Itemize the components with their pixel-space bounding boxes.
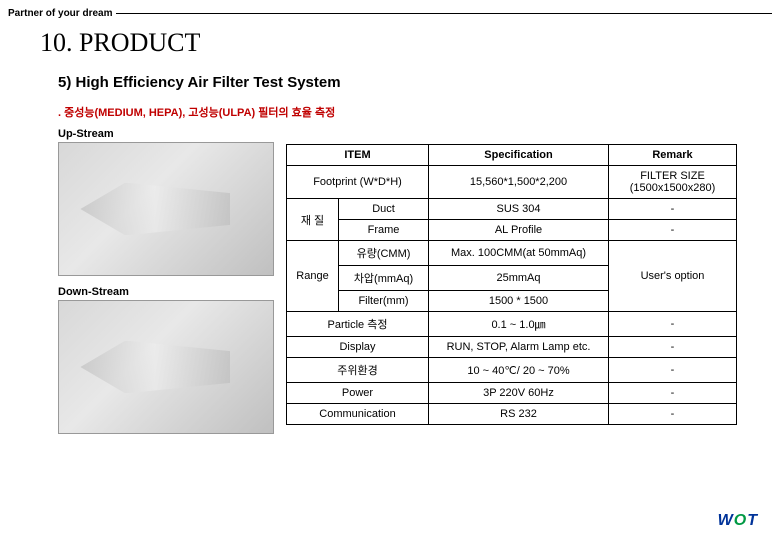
upstream-image xyxy=(58,142,274,276)
image-column: Up-Stream Down-Stream xyxy=(58,128,274,444)
cell-group: Range xyxy=(287,241,339,312)
cell-item: 유량(CMM) xyxy=(339,241,429,266)
footer-logo: WOT xyxy=(718,512,758,530)
cell-remark: FILTER SIZE (1500x1500x280) xyxy=(609,166,737,199)
cell-item: Communication xyxy=(287,404,429,425)
cell-remark: - xyxy=(609,337,737,358)
cell-item: Frame xyxy=(339,220,429,241)
cell-item: Footprint (W*D*H) xyxy=(287,166,429,199)
table-row: Footprint (W*D*H) 15,560*1,500*2,200 FIL… xyxy=(287,166,737,199)
logo-t: T xyxy=(747,512,758,529)
table-row: 재 질 Duct SUS 304 - xyxy=(287,199,737,220)
spec-table: ITEM Specification Remark Footprint (W*D… xyxy=(286,144,737,425)
partner-text: Partner of your dream xyxy=(8,8,112,19)
cell-remark: - xyxy=(609,312,737,337)
header-rule: Partner of your dream xyxy=(8,8,772,19)
th-spec: Specification xyxy=(429,145,609,166)
section-title: 10. PRODUCT xyxy=(40,28,200,58)
cell-item: 차압(mmAq) xyxy=(339,266,429,291)
cell-spec: RUN, STOP, Alarm Lamp etc. xyxy=(429,337,609,358)
cell-spec: Max. 100CMM(at 50mmAq) xyxy=(429,241,609,266)
cell-spec: AL Profile xyxy=(429,220,609,241)
cell-spec: 10 ~ 40℃/ 20 ~ 70% xyxy=(429,358,609,383)
table-row: 주위환경 10 ~ 40℃/ 20 ~ 70% - xyxy=(287,358,737,383)
cell-remark: - xyxy=(609,358,737,383)
cell-remark: - xyxy=(609,199,737,220)
header-divider xyxy=(116,13,772,14)
th-remark: Remark xyxy=(609,145,737,166)
cell-item: Duct xyxy=(339,199,429,220)
table-row: Power 3P 220V 60Hz - xyxy=(287,383,737,404)
table-row: Particle 측정 0.1 ~ 1.0㎛ - xyxy=(287,312,737,337)
logo-w: W xyxy=(718,512,734,529)
downstream-label: Down-Stream xyxy=(58,286,274,298)
cell-item: Display xyxy=(287,337,429,358)
cell-item: Particle 측정 xyxy=(287,312,429,337)
th-item: ITEM xyxy=(287,145,429,166)
cell-remark: - xyxy=(609,220,737,241)
subtitle: 5) High Efficiency Air Filter Test Syste… xyxy=(58,74,341,91)
cell-spec: 1500 * 1500 xyxy=(429,291,609,312)
description: . 중성능(MEDIUM, HEPA), 고성능(ULPA) 필터의 효율 측정 xyxy=(58,104,335,120)
cell-item: Power xyxy=(287,383,429,404)
downstream-image xyxy=(58,300,274,434)
table-row: Range 유량(CMM) Max. 100CMM(at 50mmAq) Use… xyxy=(287,241,737,266)
cell-spec: 3P 220V 60Hz xyxy=(429,383,609,404)
table-row: Display RUN, STOP, Alarm Lamp etc. - xyxy=(287,337,737,358)
cell-remark: User's option xyxy=(609,241,737,312)
table-row: Frame AL Profile - xyxy=(287,220,737,241)
cell-spec: RS 232 xyxy=(429,404,609,425)
cell-group: 재 질 xyxy=(287,199,339,241)
cell-item: 주위환경 xyxy=(287,358,429,383)
cell-remark: - xyxy=(609,404,737,425)
cell-spec: SUS 304 xyxy=(429,199,609,220)
cell-spec: 15,560*1,500*2,200 xyxy=(429,166,609,199)
cell-remark: - xyxy=(609,383,737,404)
cell-item: Filter(mm) xyxy=(339,291,429,312)
table-header-row: ITEM Specification Remark xyxy=(287,145,737,166)
cell-spec: 0.1 ~ 1.0㎛ xyxy=(429,312,609,337)
table-row: Communication RS 232 - xyxy=(287,404,737,425)
logo-o: O xyxy=(734,512,747,529)
cell-spec: 25mmAq xyxy=(429,266,609,291)
upstream-label: Up-Stream xyxy=(58,128,274,140)
